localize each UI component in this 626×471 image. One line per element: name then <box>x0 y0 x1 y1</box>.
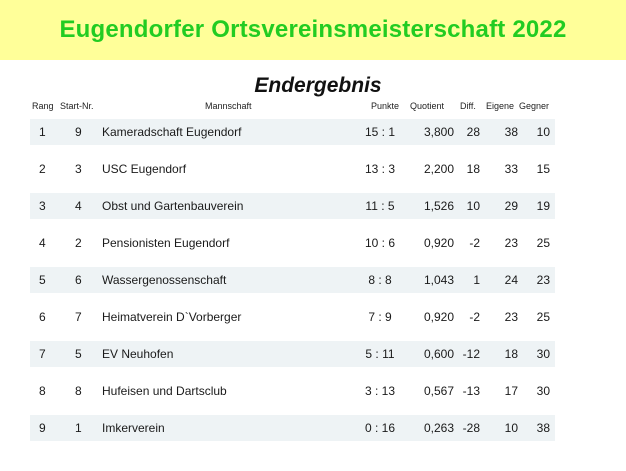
cell-diff: -2 <box>469 310 480 324</box>
cell-start: 5 <box>75 347 82 361</box>
cell-gegner: 30 <box>536 384 550 398</box>
cell-gegner: 38 <box>536 421 550 435</box>
cell-team: Pensionisten Eugendorf <box>102 236 230 250</box>
cell-start: 9 <box>75 125 82 139</box>
cell-rang: 6 <box>39 310 46 324</box>
cell-diff: -28 <box>462 421 480 435</box>
header-diff: Diff. <box>460 101 476 111</box>
table-row: 2 3 USC Eugendorf 13 : 3 2,200 18 33 15 <box>30 156 555 182</box>
header-quotient: Quotient <box>410 101 445 111</box>
cell-eigene: 33 <box>504 162 518 176</box>
header-punkte: Punkte <box>371 101 400 111</box>
cell-quotient: 1,043 <box>423 273 454 287</box>
cell-eigene: 17 <box>504 384 518 398</box>
cell-start: 1 <box>75 421 82 435</box>
cell-rang: 7 <box>39 347 46 361</box>
cell-diff: 10 <box>466 199 480 213</box>
header-eigene: Eigene <box>486 101 515 111</box>
cell-start: 2 <box>75 236 82 250</box>
cell-eigene: 23 <box>504 310 518 324</box>
cell-start: 8 <box>75 384 82 398</box>
header-start: Start-Nr. <box>60 101 94 111</box>
table-row: 1 9 Kameradschaft Eugendorf 15 : 1 3,800… <box>30 119 555 145</box>
table-row: 3 4 Obst und Gartenbauverein 11 : 5 1,52… <box>30 193 555 219</box>
cell-diff: -2 <box>469 236 480 250</box>
cell-eigene: 18 <box>504 347 518 361</box>
cell-rang: 3 <box>39 199 46 213</box>
cell-punkte: 0 : 16 <box>364 421 396 435</box>
cell-diff: 28 <box>466 125 480 139</box>
cell-rang: 9 <box>39 421 46 435</box>
cell-start: 3 <box>75 162 82 176</box>
table-header: Rang Start-Nr. Mannschaft Punkte Quotien… <box>0 101 626 115</box>
cell-quotient: 0,567 <box>423 384 454 398</box>
cell-team: Hufeisen und Dartsclub <box>102 384 227 398</box>
cell-punkte: 5 : 11 <box>365 347 395 361</box>
cell-gegner: 30 <box>536 347 550 361</box>
header-gegner: Gegner <box>519 101 550 111</box>
cell-rang: 4 <box>39 236 46 250</box>
table-row: 5 6 Wassergenossenschaft 8 : 8 1,043 1 2… <box>30 267 555 293</box>
cell-quotient: 2,200 <box>423 162 454 176</box>
cell-team: Imkerverein <box>102 421 165 435</box>
cell-team: Obst und Gartenbauverein <box>102 199 244 213</box>
result-heading: Endergebnis <box>254 74 382 97</box>
cell-eigene: 38 <box>504 125 518 139</box>
cell-quotient: 3,800 <box>423 125 454 139</box>
table-row: 6 7 Heimatverein D`Vorberger 7 : 9 0,920… <box>30 304 555 330</box>
cell-eigene: 24 <box>504 273 518 287</box>
cell-quotient: 0,263 <box>423 421 454 435</box>
cell-diff: -12 <box>462 347 480 361</box>
cell-start: 4 <box>75 199 82 213</box>
cell-rang: 1 <box>39 125 46 139</box>
cell-quotient: 1,526 <box>423 199 454 213</box>
table-row: 4 2 Pensionisten Eugendorf 10 : 6 0,920 … <box>30 230 555 256</box>
title-banner: Eugendorfer Ortsvereinsmeisterschaft 202… <box>0 0 626 60</box>
cell-gegner: 15 <box>536 162 550 176</box>
cell-team: USC Eugendorf <box>102 162 187 176</box>
cell-eigene: 23 <box>504 236 518 250</box>
cell-punkte: 13 : 3 <box>364 162 396 176</box>
cell-team: Kameradschaft Eugendorf <box>102 125 242 139</box>
table-row: 8 8 Hufeisen und Dartsclub 3 : 13 0,567 … <box>30 378 555 404</box>
table-row: 7 5 EV Neuhofen 5 : 11 0,600 -12 18 30 <box>30 341 555 367</box>
cell-gegner: 19 <box>536 199 550 213</box>
table-row: 9 1 Imkerverein 0 : 16 0,263 -28 10 38 <box>30 415 555 441</box>
cell-punkte: 3 : 13 <box>364 384 396 398</box>
cell-quotient: 0,600 <box>423 347 454 361</box>
cell-rang: 5 <box>39 273 46 287</box>
cell-eigene: 29 <box>504 199 518 213</box>
header-rang: Rang <box>32 101 54 111</box>
cell-quotient: 0,920 <box>423 236 454 250</box>
cell-eigene: 10 <box>504 421 518 435</box>
page-title: Eugendorfer Ortsvereinsmeisterschaft 202… <box>59 16 567 43</box>
cell-punkte: 8 : 8 <box>368 273 392 287</box>
cell-rang: 2 <box>39 162 46 176</box>
cell-team: Heimatverein D`Vorberger <box>102 310 242 324</box>
cell-punkte: 7 : 9 <box>368 310 392 324</box>
cell-start: 7 <box>75 310 82 324</box>
cell-team: EV Neuhofen <box>102 347 174 361</box>
cell-punkte: 10 : 6 <box>364 236 396 250</box>
cell-gegner: 10 <box>536 125 550 139</box>
cell-diff: 1 <box>473 273 480 287</box>
cell-quotient: 0,920 <box>423 310 454 324</box>
cell-rang: 8 <box>39 384 46 398</box>
cell-punkte: 11 : 5 <box>365 199 395 213</box>
cell-punkte: 15 : 1 <box>364 125 396 139</box>
header-team: Mannschaft <box>205 101 252 111</box>
cell-gegner: 25 <box>536 310 550 324</box>
cell-gegner: 23 <box>536 273 550 287</box>
cell-start: 6 <box>75 273 82 287</box>
cell-gegner: 25 <box>536 236 550 250</box>
cell-diff: 18 <box>466 162 480 176</box>
cell-team: Wassergenossenschaft <box>102 273 227 287</box>
cell-diff: -13 <box>462 384 480 398</box>
